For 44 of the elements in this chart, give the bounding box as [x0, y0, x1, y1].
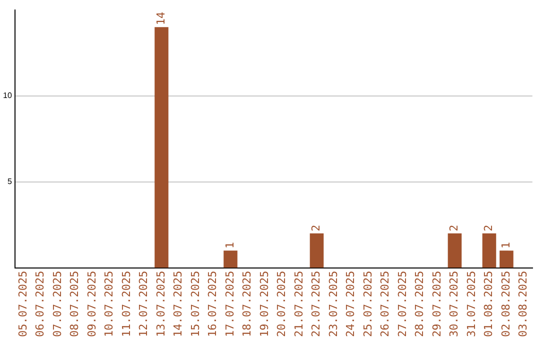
- data-label: 2: [310, 224, 323, 232]
- data-label: 14: [154, 12, 168, 26]
- x-tick-label: 02.08.2025: [499, 270, 512, 338]
- y-tick-label: 10: [2, 91, 12, 100]
- x-tick-label: 07.07.2025: [50, 270, 64, 338]
- y-tick-label: 5: [7, 177, 12, 186]
- x-tick-label: 16.07.2025: [206, 270, 220, 338]
- x-tick-label: 08.07.2025: [68, 270, 82, 338]
- data-label: 1: [499, 242, 512, 249]
- bar: [310, 233, 324, 268]
- x-tick-label: 10.07.2025: [102, 270, 116, 338]
- data-label: 1: [223, 242, 236, 249]
- x-tick-label: 25.07.2025: [361, 270, 374, 338]
- x-tick-label: 12.07.2025: [137, 270, 150, 338]
- x-tick-label: 11.07.2025: [120, 270, 133, 338]
- x-tick-label: 30.07.2025: [448, 270, 461, 338]
- bar: [154, 27, 168, 268]
- data-label: 2: [448, 224, 461, 232]
- x-tick-label: 28.07.2025: [413, 270, 426, 338]
- x-tick-label: 27.07.2025: [396, 270, 409, 338]
- x-tick-label: 18.07.2025: [240, 270, 254, 338]
- x-tick-label: 13.07.2025: [154, 270, 168, 338]
- x-tick-label: 09.07.2025: [85, 270, 98, 338]
- x-tick-label: 22.07.2025: [310, 270, 323, 338]
- bar: [500, 250, 514, 268]
- x-tick-label: 01.08.2025: [482, 270, 496, 338]
- x-tick-label: 20.07.2025: [275, 270, 288, 338]
- bar: [448, 233, 462, 268]
- x-tick-label: 24.07.2025: [344, 270, 358, 338]
- bar: [482, 233, 496, 268]
- x-tick-label: 17.07.2025: [223, 270, 236, 338]
- data-label: 2: [482, 224, 496, 232]
- x-tick-label: 19.07.2025: [258, 270, 271, 338]
- x-tick-label: 14.07.2025: [172, 270, 185, 338]
- x-tick-label: 26.07.2025: [378, 270, 392, 338]
- x-tick-label: 31.07.2025: [464, 270, 478, 338]
- x-tick-label: 29.07.2025: [430, 270, 444, 338]
- x-tick-label: 15.07.2025: [188, 270, 202, 338]
- x-tick-label: 03.08.2025: [516, 270, 530, 338]
- bar: [224, 250, 238, 268]
- x-tick-label: 05.07.2025: [16, 270, 30, 338]
- x-tick-label: 21.07.2025: [292, 270, 306, 338]
- x-tick-label: 06.07.2025: [34, 270, 47, 338]
- x-tick-label: 23.07.2025: [326, 270, 340, 338]
